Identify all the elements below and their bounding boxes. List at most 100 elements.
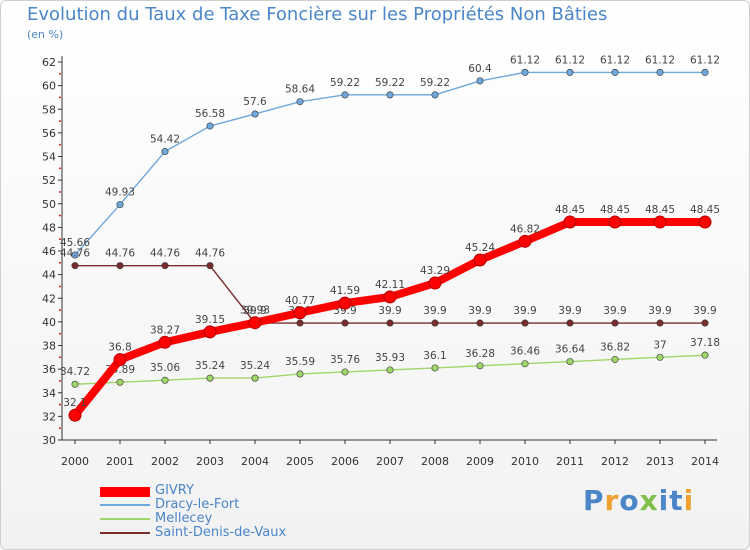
- legend-label-dracy-le-fort: Dracy-le-Fort: [155, 497, 240, 512]
- point-saint-denis-de-vaux: [431, 319, 439, 327]
- data-label-mellecey: 35.24: [195, 360, 225, 372]
- y-minor-dot: [59, 143, 61, 146]
- x-tick-label: 2002: [151, 455, 179, 468]
- data-label-givry: 39.15: [195, 314, 225, 326]
- legend-item-givry: GIVRY: [100, 483, 360, 498]
- y-minor-dot: [59, 261, 61, 264]
- logo-letter: o: [619, 484, 640, 517]
- data-label-mellecey: 36.28: [465, 348, 495, 360]
- point-givry: [698, 215, 712, 229]
- x-tick-label: 2006: [331, 455, 359, 468]
- chart-title: Evolution du Taux de Taxe Foncière sur l…: [27, 4, 608, 25]
- data-label-saint-denis-de-vaux: 39.9: [423, 305, 446, 317]
- data-label-givry: 42.11: [375, 279, 405, 291]
- y-minor-dot: [59, 191, 61, 193]
- data-label-dracy-le-fort: 61.12: [510, 54, 540, 66]
- y-tick-label: 30: [42, 434, 56, 447]
- x-tick-label: 2004: [241, 455, 269, 468]
- x-tick-label: 2003: [196, 455, 224, 468]
- logo-letter: i: [683, 484, 695, 517]
- data-label-saint-denis-de-vaux: 39.9: [243, 305, 266, 317]
- x-tick-label: 2013: [646, 455, 674, 468]
- legend-label-givry: GIVRY: [155, 483, 194, 498]
- point-givry: [473, 253, 487, 267]
- data-label-saint-denis-de-vaux: 44.76: [105, 248, 135, 260]
- data-label-givry: 48.45: [645, 204, 675, 216]
- point-givry: [383, 290, 397, 304]
- point-dracy-le-fort: [251, 110, 259, 118]
- point-mellecey: [161, 376, 169, 384]
- x-tick-label: 2001: [106, 455, 134, 468]
- point-mellecey: [341, 368, 349, 376]
- point-saint-denis-de-vaux: [341, 319, 349, 327]
- data-label-saint-denis-de-vaux: 39.9: [378, 305, 401, 317]
- x-tick-label: 2009: [466, 455, 494, 468]
- y-minor-dot: [59, 72, 61, 75]
- y-minor-dot: [59, 403, 61, 406]
- point-saint-denis-de-vaux: [521, 319, 529, 327]
- data-label-mellecey: 35.59: [285, 356, 315, 368]
- data-label-givry: 45.24: [465, 242, 495, 254]
- y-minor-dot: [59, 238, 61, 241]
- y-tick-label: 38: [42, 340, 56, 353]
- x-tick-label: 2011: [556, 455, 584, 468]
- data-label-mellecey: 35.06: [150, 362, 180, 374]
- data-label-saint-denis-de-vaux: 39.9: [648, 305, 671, 317]
- point-mellecey: [476, 362, 484, 370]
- y-minor-dot: [59, 332, 61, 335]
- x-tick-label: 2014: [691, 455, 719, 468]
- data-label-saint-denis-de-vaux: 39.9: [468, 305, 491, 317]
- y-minor-dot: [59, 285, 61, 288]
- logo-letter: i: [658, 484, 670, 517]
- data-label-mellecey: 36.46: [510, 346, 540, 358]
- point-saint-denis-de-vaux: [116, 262, 124, 270]
- data-label-saint-denis-de-vaux: 39.9: [693, 305, 716, 317]
- data-label-dracy-le-fort: 58.64: [285, 84, 315, 96]
- x-tick-label: 2010: [511, 455, 539, 468]
- y-tick-label: 60: [42, 80, 56, 93]
- point-mellecey: [206, 374, 214, 382]
- point-mellecey: [521, 360, 529, 368]
- point-dracy-le-fort: [296, 98, 304, 106]
- data-label-saint-denis-de-vaux: 44.76: [195, 248, 225, 260]
- logo-letter: r: [604, 484, 620, 517]
- point-dracy-le-fort: [71, 251, 79, 259]
- data-label-saint-denis-de-vaux: 44.76: [60, 248, 90, 260]
- point-mellecey: [251, 374, 259, 382]
- data-label-dracy-le-fort: 61.12: [645, 54, 675, 66]
- data-label-saint-denis-de-vaux: 44.76: [150, 248, 180, 260]
- legend-swatch-givry: [100, 487, 150, 497]
- point-givry: [608, 215, 622, 229]
- point-givry: [518, 234, 532, 248]
- data-label-mellecey: 35.24: [240, 360, 270, 372]
- data-label-mellecey: 36.64: [555, 344, 585, 356]
- data-label-mellecey: 35.93: [375, 352, 405, 364]
- data-label-givry: 36.8: [108, 342, 131, 354]
- data-label-saint-denis-de-vaux: 39.9: [558, 305, 581, 317]
- data-label-dracy-le-fort: 57.6: [243, 96, 267, 108]
- point-dracy-le-fort: [566, 68, 574, 76]
- point-givry: [293, 306, 307, 320]
- point-saint-denis-de-vaux: [206, 262, 214, 270]
- data-label-mellecey: 36.1: [423, 350, 446, 362]
- data-label-dracy-le-fort: 56.58: [195, 108, 225, 120]
- data-label-dracy-le-fort: 61.12: [555, 54, 585, 66]
- data-label-dracy-le-fort: 45.66: [60, 237, 90, 249]
- y-tick-label: 32: [42, 410, 56, 423]
- legend-swatch-dracy-le-fort: [100, 504, 150, 506]
- point-mellecey: [656, 353, 664, 361]
- data-label-givry: 48.45: [600, 204, 630, 216]
- data-label-dracy-le-fort: 61.12: [600, 54, 630, 66]
- data-label-saint-denis-de-vaux: 39.9: [513, 305, 536, 317]
- data-label-dracy-le-fort: 59.22: [375, 77, 405, 89]
- x-tick-label: 2012: [601, 455, 629, 468]
- y-tick-label: 52: [42, 174, 56, 187]
- data-label-dracy-le-fort: 59.22: [330, 77, 360, 89]
- point-dracy-le-fort: [116, 201, 124, 209]
- y-axis-unit: (en %): [27, 28, 64, 41]
- point-givry: [113, 353, 127, 367]
- point-givry: [338, 296, 352, 310]
- data-label-givry: 43.29: [420, 265, 450, 277]
